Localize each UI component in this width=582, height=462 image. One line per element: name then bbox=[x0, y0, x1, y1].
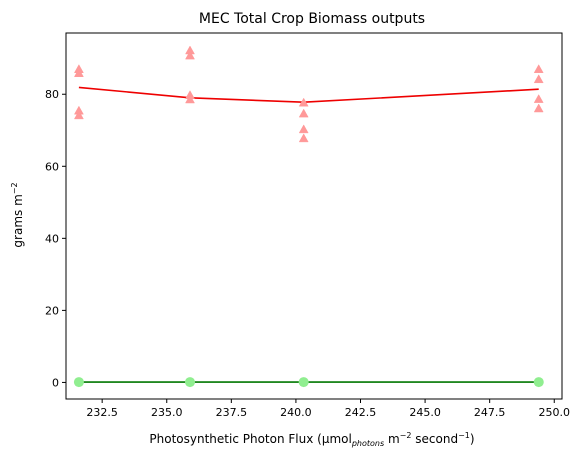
circle-marker bbox=[185, 377, 195, 388]
triangle-marker bbox=[298, 97, 309, 107]
triangle-marker bbox=[533, 94, 544, 103]
y-axis-label: grams m−2 bbox=[10, 182, 25, 247]
x-tick-label: 240.0 bbox=[280, 406, 312, 419]
circle-marker bbox=[298, 377, 309, 388]
circle-marker bbox=[533, 377, 544, 388]
y-tick-label: 60 bbox=[45, 160, 59, 173]
x-tick-label: 250.0 bbox=[539, 406, 571, 419]
triangle-marker bbox=[185, 50, 195, 60]
x-tick-label: 242.5 bbox=[345, 406, 377, 419]
x-axis-label-end: ) bbox=[470, 432, 475, 446]
y-axis-label-superscript: −2 bbox=[10, 182, 19, 194]
plot-series bbox=[73, 45, 544, 388]
y-tick-label: 0 bbox=[52, 376, 59, 389]
x-axis-label-superscript-1: −2 bbox=[400, 431, 412, 440]
triangle-marker bbox=[73, 110, 84, 120]
triangle-marker bbox=[298, 133, 309, 143]
x-tick-label: 237.5 bbox=[216, 406, 248, 419]
y-axis-ticks: 0 20 40 60 80 bbox=[45, 88, 66, 389]
y-axis-label-base: grams m bbox=[11, 194, 25, 247]
triangle-marker bbox=[298, 108, 309, 118]
triangle-marker bbox=[533, 103, 544, 113]
x-tick-label: 235.0 bbox=[151, 406, 183, 419]
red-mean-line bbox=[78, 86, 539, 104]
chart-title: MEC Total Crop Biomass outputs bbox=[199, 11, 425, 27]
x-tick-label: 247.5 bbox=[474, 406, 506, 419]
x-axis-ticks: 232.5 235.0 237.5 240.0 242.5 245.0 247.5 250.0 bbox=[86, 399, 570, 419]
circle-marker bbox=[73, 377, 84, 388]
triangle-marker bbox=[73, 68, 84, 77]
triangle-marker bbox=[298, 124, 309, 134]
x-tick-label: 245.0 bbox=[409, 406, 441, 419]
x-axis-label-mid2: second bbox=[411, 432, 458, 446]
y-tick-label: 20 bbox=[45, 304, 59, 317]
x-axis-label-subscript: photons bbox=[351, 439, 384, 448]
plot-frame bbox=[65, 32, 563, 400]
triangle-marker bbox=[533, 74, 544, 84]
y-tick-label: 40 bbox=[45, 232, 59, 245]
triangle-marker bbox=[185, 94, 195, 104]
x-axis-label-superscript-2: −1 bbox=[458, 431, 470, 440]
x-axis-label-mid1: m bbox=[384, 432, 400, 446]
triangle-marker bbox=[533, 64, 544, 73]
x-axis-label-base: Photosynthetic Photon Flux (μmol bbox=[149, 432, 351, 446]
x-tick-label: 232.5 bbox=[86, 406, 118, 419]
y-tick-label: 80 bbox=[45, 88, 59, 101]
x-axis-label: Photosynthetic Photon Flux (μmolphotons … bbox=[149, 431, 474, 448]
